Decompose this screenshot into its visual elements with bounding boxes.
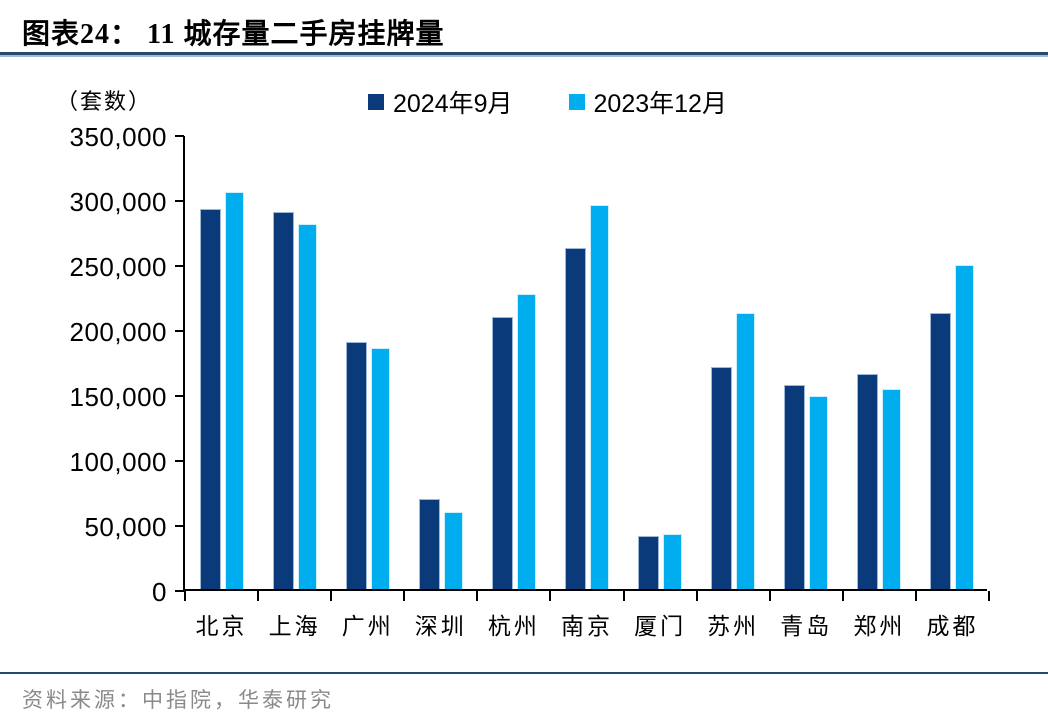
- y-axis-tick: [175, 460, 184, 462]
- x-axis-category-label: 苏州: [707, 614, 760, 639]
- legend-item-2023-12: 2023年12月: [568, 84, 727, 120]
- y-axis-tick-label: 200,000: [69, 317, 167, 347]
- x-axis-tick: [768, 591, 771, 601]
- x-axis-tick: [914, 591, 917, 601]
- x-axis-tick: [184, 591, 186, 601]
- bar-s0-c4: [491, 317, 513, 589]
- legend-label-2023-12: 2023年12月: [593, 90, 727, 118]
- x-axis-tick: [476, 591, 479, 601]
- x-axis-category-label: 南京: [560, 614, 613, 639]
- y-axis-tick: [175, 265, 184, 267]
- bar-s1-c4: [516, 294, 536, 589]
- x-axis-tick: [622, 591, 625, 601]
- y-axis-tick: [175, 200, 184, 202]
- x-axis-tick: [330, 591, 333, 601]
- bar-s1-c2: [370, 348, 390, 589]
- y-axis-tick: [175, 525, 184, 527]
- bar-s1-c3: [443, 512, 463, 589]
- legend-swatch-2023-12: [568, 94, 585, 110]
- x-axis-tick: [988, 591, 990, 601]
- bar-s1-c8: [809, 396, 829, 589]
- chart-legend: 2024年9月 2023年12月: [368, 84, 727, 120]
- x-axis-tick: [403, 591, 406, 601]
- y-axis-tick-label: 0: [152, 577, 167, 607]
- y-axis-tick-label: 350,000: [69, 122, 167, 152]
- y-axis-tick: [175, 590, 184, 592]
- bar-s1-c5: [590, 205, 609, 589]
- bar-s1-c0: [224, 192, 244, 589]
- title-divider: [0, 52, 1048, 57]
- y-axis-tick: [175, 135, 184, 137]
- x-axis-category-label: 郑州: [853, 614, 906, 639]
- x-axis-category-label: 上海: [268, 614, 321, 639]
- x-axis-tick: [841, 591, 844, 601]
- bar-s0-c7: [711, 367, 733, 589]
- y-axis-tick-label: 100,000: [69, 447, 167, 477]
- y-axis-tick-label: 150,000: [69, 382, 167, 412]
- footer-divider: [0, 672, 1048, 674]
- y-axis-tick: [175, 330, 184, 332]
- legend-label-2024-09: 2024年9月: [393, 90, 513, 118]
- x-axis-category-label: 厦门: [634, 614, 687, 639]
- bar-s0-c0: [199, 209, 221, 589]
- y-axis-tick-label: 50,000: [84, 512, 167, 542]
- y-axis-unit-label: （套数）: [56, 89, 153, 114]
- bar-s1-c1: [297, 224, 317, 589]
- bar-s0-c8: [784, 385, 806, 589]
- legend-item-2024-09: 2024年9月: [368, 84, 513, 120]
- y-axis-tick: [175, 395, 184, 397]
- bar-s0-c3: [418, 499, 440, 589]
- x-axis-category-label: 深圳: [414, 614, 467, 639]
- x-axis-category-label: 青岛: [780, 614, 833, 639]
- bar-s1-c10: [955, 265, 975, 589]
- chart-title: 图表24： 11 城存量二手房挂牌量: [22, 19, 445, 50]
- bar-s0-c9: [857, 374, 879, 589]
- x-axis-tick: [549, 591, 552, 601]
- bar-s0-c2: [345, 342, 367, 589]
- plot-area: 0 50,000 100,000 150,000 200,000 250,000 300,0…: [70, 122, 990, 639]
- x-axis-category-label: 广州: [341, 614, 394, 639]
- bar-s0-c6: [638, 536, 660, 589]
- source-note: 资料来源：中指院，华泰研究: [22, 688, 334, 712]
- legend-swatch-2024-09: [368, 94, 384, 110]
- x-axis-category-label: 杭州: [487, 614, 540, 639]
- y-axis-tick-label: 300,000: [69, 187, 167, 217]
- bar-s1-c9: [882, 389, 902, 589]
- bar-s1-c7: [736, 313, 756, 589]
- bar-s0-c1: [272, 212, 294, 589]
- x-axis-tick: [695, 591, 698, 601]
- x-axis-category-label: 成都: [926, 614, 979, 639]
- bar-s1-c6: [663, 534, 683, 589]
- bar-s0-c10: [930, 313, 952, 589]
- y-axis-tick-label: 250,000: [69, 252, 167, 282]
- x-axis-category-label: 北京: [195, 614, 248, 639]
- x-axis-tick: [257, 591, 260, 601]
- bar-s0-c5: [565, 248, 586, 589]
